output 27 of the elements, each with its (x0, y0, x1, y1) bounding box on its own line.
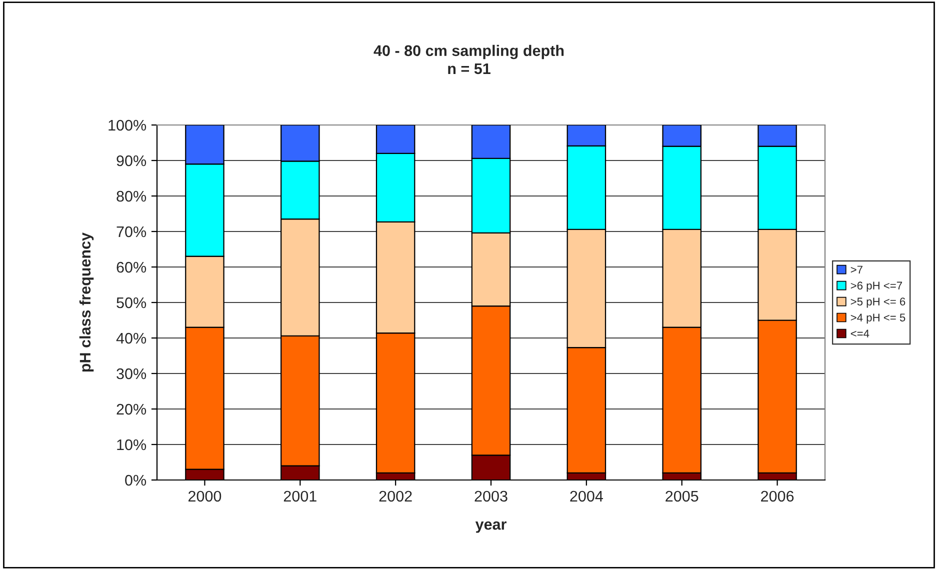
chart-subtitle: n = 51 (448, 63, 490, 74)
chart-title: 40 - 80 cm sampling depth (374, 44, 564, 60)
x-tick-label: 2004 (570, 490, 603, 502)
y-tick-label: 40% (116, 332, 146, 344)
y-tick-label: 70% (116, 226, 146, 238)
legend-label: <=4 (850, 330, 870, 338)
x-tick-label: 2006 (761, 490, 794, 502)
y-tick-label: 80% (116, 190, 146, 202)
x-tick-label: 2002 (379, 490, 412, 502)
x-tick-label: 2000 (188, 490, 222, 502)
x-tick-label: 2001 (284, 490, 316, 502)
y-tick-label: 20% (116, 404, 146, 415)
legend-label: >7 (850, 266, 862, 274)
y-tick-label: 60% (116, 262, 146, 273)
x-tick-label: 2003 (474, 490, 508, 502)
y-tick-label: 0% (125, 474, 146, 486)
legend-label: >6 pH <=7 (850, 282, 902, 292)
x-axis-title: year (475, 521, 506, 533)
y-tick-label: 10% (117, 439, 146, 450)
y-tick-label: 30% (116, 368, 146, 380)
legend-label: >5 pH <= 6 (850, 298, 906, 308)
y-tick-label: 90% (116, 155, 146, 166)
y-axis-title: pH class frequency (79, 232, 94, 372)
y-tick-label: 100% (108, 120, 146, 131)
y-tick-label: 50% (116, 297, 146, 308)
x-tick-label: 2005 (666, 490, 698, 502)
legend-label: >4 pH <= 5 (850, 314, 906, 324)
